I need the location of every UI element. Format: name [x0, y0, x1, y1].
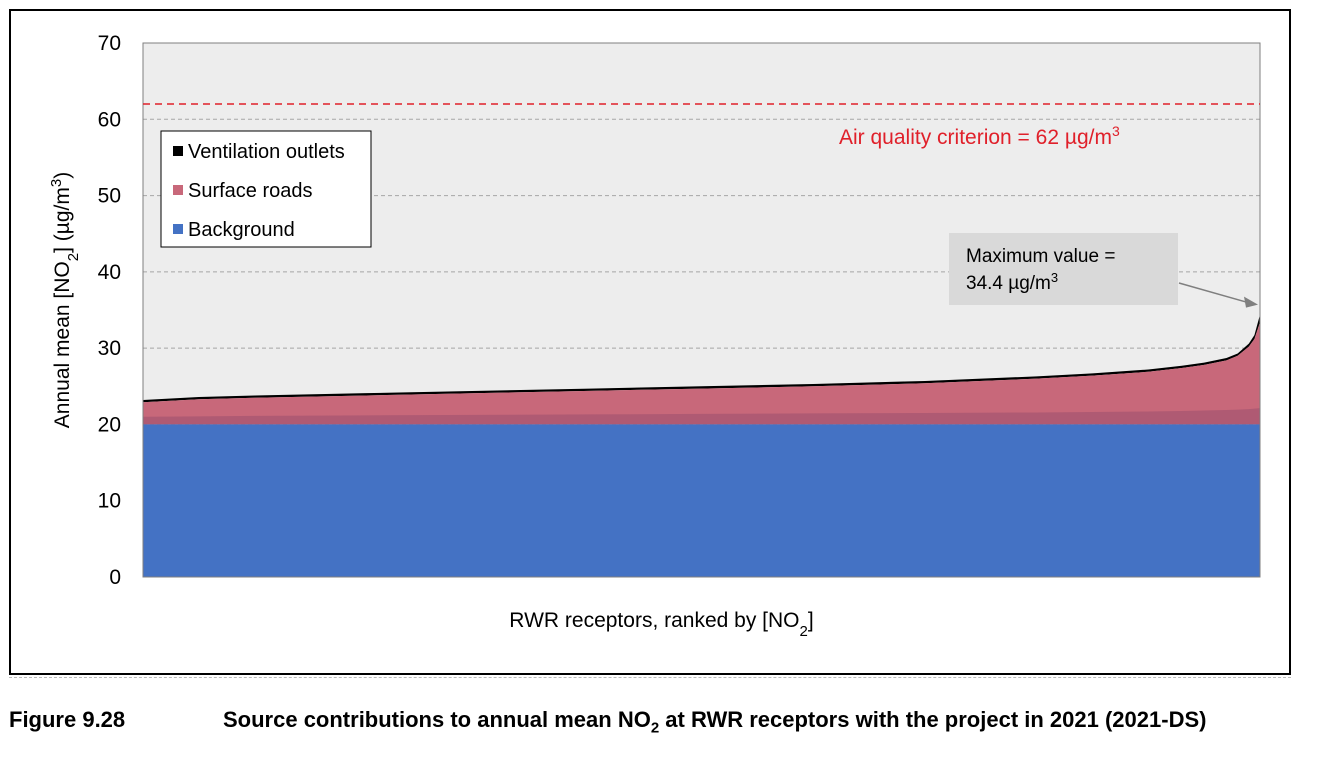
- caption-number: Figure 9.28: [9, 707, 126, 732]
- caption-text: Source contributions to annual mean NO2 …: [223, 707, 1207, 737]
- y-tick-label: 20: [98, 413, 121, 436]
- y-tick-label: 50: [98, 185, 121, 208]
- y-tick-label: 40: [98, 261, 121, 284]
- legend-swatch-surface-roads: [173, 185, 183, 195]
- max-annotation: Maximum value = 34.4 µg/m3: [949, 233, 1258, 308]
- area-background: [143, 424, 1260, 577]
- y-tick-label: 70: [98, 32, 121, 55]
- y-tick-label: 60: [98, 108, 121, 131]
- chart-svg: 0 10 20 30 40 50 60 70 Air quality criterion = …: [48, 32, 1261, 640]
- legend-label-background: Background: [188, 219, 295, 241]
- separator-rule: [9, 677, 1291, 678]
- criterion-label: Air quality criterion = 62 µg/m3: [839, 123, 1120, 149]
- x-axis-title: RWR receptors, ranked by [NO2]: [509, 609, 813, 640]
- area-surface-roads-band: [143, 408, 1260, 425]
- y-axis-title: Annual mean [NO2] (µg/m3): [48, 172, 82, 428]
- legend-label-ventilation: Ventilation outlets: [188, 141, 345, 163]
- annotation-box: [949, 233, 1178, 305]
- annotation-line-1: Maximum value =: [966, 246, 1115, 267]
- area-surface-roads: [143, 322, 1260, 425]
- legend: Ventilation outlets Surface roads Backgr…: [160, 130, 372, 248]
- y-tick-label: 30: [98, 337, 121, 360]
- y-tick-label: 0: [109, 566, 121, 589]
- annotation-arrow: [1178, 282, 1249, 304]
- plot-border: [142, 42, 1261, 578]
- y-tick-label: 10: [98, 490, 121, 513]
- annotation-arrowhead: [1244, 296, 1258, 308]
- chart-frame: 0 10 20 30 40 50 60 70 Air quality criterion = …: [9, 9, 1291, 675]
- stacked-areas: [143, 314, 1260, 577]
- y-tick-labels: 0 10 20 30 40 50 60 70: [98, 32, 121, 589]
- legend-label-surface-roads: Surface roads: [188, 180, 313, 202]
- legend-swatch-background: [173, 224, 183, 234]
- legend-swatch-ventilation: [173, 146, 183, 156]
- annotation-line-2: 34.4 µg/m3: [966, 270, 1058, 295]
- legend-box: [160, 130, 372, 248]
- area-ventilation-outlets: [143, 314, 1260, 403]
